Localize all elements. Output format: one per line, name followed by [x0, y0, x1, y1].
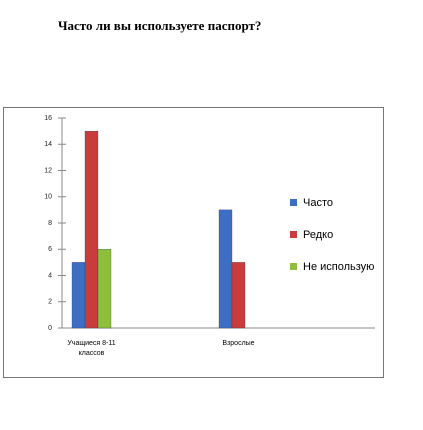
y-tick-label: 12: [44, 167, 52, 174]
legend-swatch: [290, 199, 297, 206]
legend-entry: Не использую: [290, 258, 380, 276]
legend-swatch: [290, 231, 297, 238]
bar: [84, 130, 99, 329]
y-tick-label: 10: [44, 194, 52, 201]
legend-label: Редко: [303, 229, 334, 241]
x-tick-label: Взрослые: [222, 340, 255, 347]
bar: [71, 262, 86, 329]
bar: [218, 209, 233, 329]
y-tick-label: 0: [48, 325, 52, 332]
y-tick-label: 2: [48, 299, 52, 306]
y-tick-label: 6: [48, 246, 52, 253]
bar: [97, 249, 112, 329]
chart-title: Часто ли вы используете паспорт?: [58, 18, 262, 33]
y-tick-label: 4: [48, 272, 52, 279]
bar: [231, 262, 246, 329]
x-tick-label: Учащиеся 8-11 классов: [67, 340, 116, 357]
legend-swatch: [290, 263, 297, 270]
chart-frame: [3, 107, 384, 378]
y-tick-label: 8: [48, 220, 52, 227]
y-tick-label: 14: [44, 141, 52, 148]
legend-entry: Редко: [290, 226, 380, 244]
legend-label: Не использую: [303, 261, 375, 273]
legend-entry: Часто: [290, 194, 380, 212]
y-tick-label: 16: [44, 115, 52, 122]
legend-label: Часто: [303, 197, 333, 209]
